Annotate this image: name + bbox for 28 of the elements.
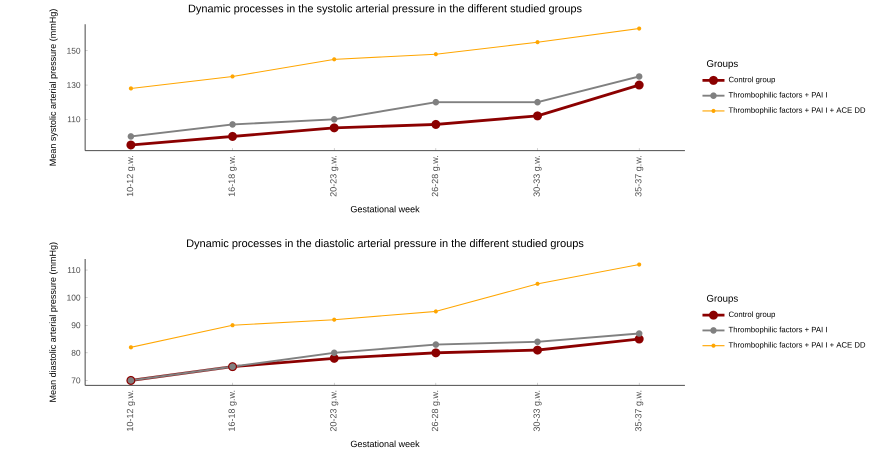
- y-axis-title: Mean diastolic arterial pressure (mmHg): [49, 242, 58, 402]
- y-tick-label: 90: [72, 322, 80, 328]
- legend-title: Groups: [706, 60, 738, 69]
- x-axis-title: Gestational week: [350, 206, 420, 212]
- x-tick-label: 20-23 g.w.: [330, 390, 338, 431]
- y-axis-title: Mean systolic arterial pressure (mmHg): [49, 9, 58, 166]
- x-tick-label: 26-28 g.w.: [432, 156, 440, 196]
- y-tick-label: 150: [67, 48, 80, 54]
- x-tick-label: 10-12 g.w.: [126, 390, 135, 431]
- y-tick-label: 80: [72, 350, 80, 356]
- x-tick-label: 35-37 g.w.: [635, 156, 644, 196]
- x-tick-label: 26-28 g.w.: [432, 390, 440, 431]
- chart-title: Dynamic processes in the systolic arterial pressure in the different studied groups: [188, 4, 582, 14]
- x-tick-label: 20-23 g.w.: [330, 156, 338, 196]
- x-tick-label: 16-18 g.w.: [228, 156, 237, 196]
- x-axis-title: Gestational week: [350, 440, 420, 447]
- x-tick-label: 30-33 g.w.: [533, 390, 542, 432]
- chart-title: Dynamic processes in the diastolic arterial pressure in the different studied groups: [187, 238, 584, 250]
- y-tick-label: 130: [67, 82, 80, 88]
- y-tick-label: 70: [72, 377, 80, 384]
- y-tick-label: 110: [68, 266, 80, 273]
- y-tick-label: 100: [67, 294, 80, 300]
- x-tick-label: 35-37 g.w.: [635, 390, 644, 432]
- x-tick-label: 30-33 g.w.: [533, 156, 542, 196]
- y-tick-label: 110: [68, 116, 80, 122]
- x-tick-label: 10-12 g.w.: [126, 156, 135, 196]
- legend-title: Groups: [706, 294, 738, 304]
- x-tick-label: 16-18 g.w.: [228, 390, 237, 431]
